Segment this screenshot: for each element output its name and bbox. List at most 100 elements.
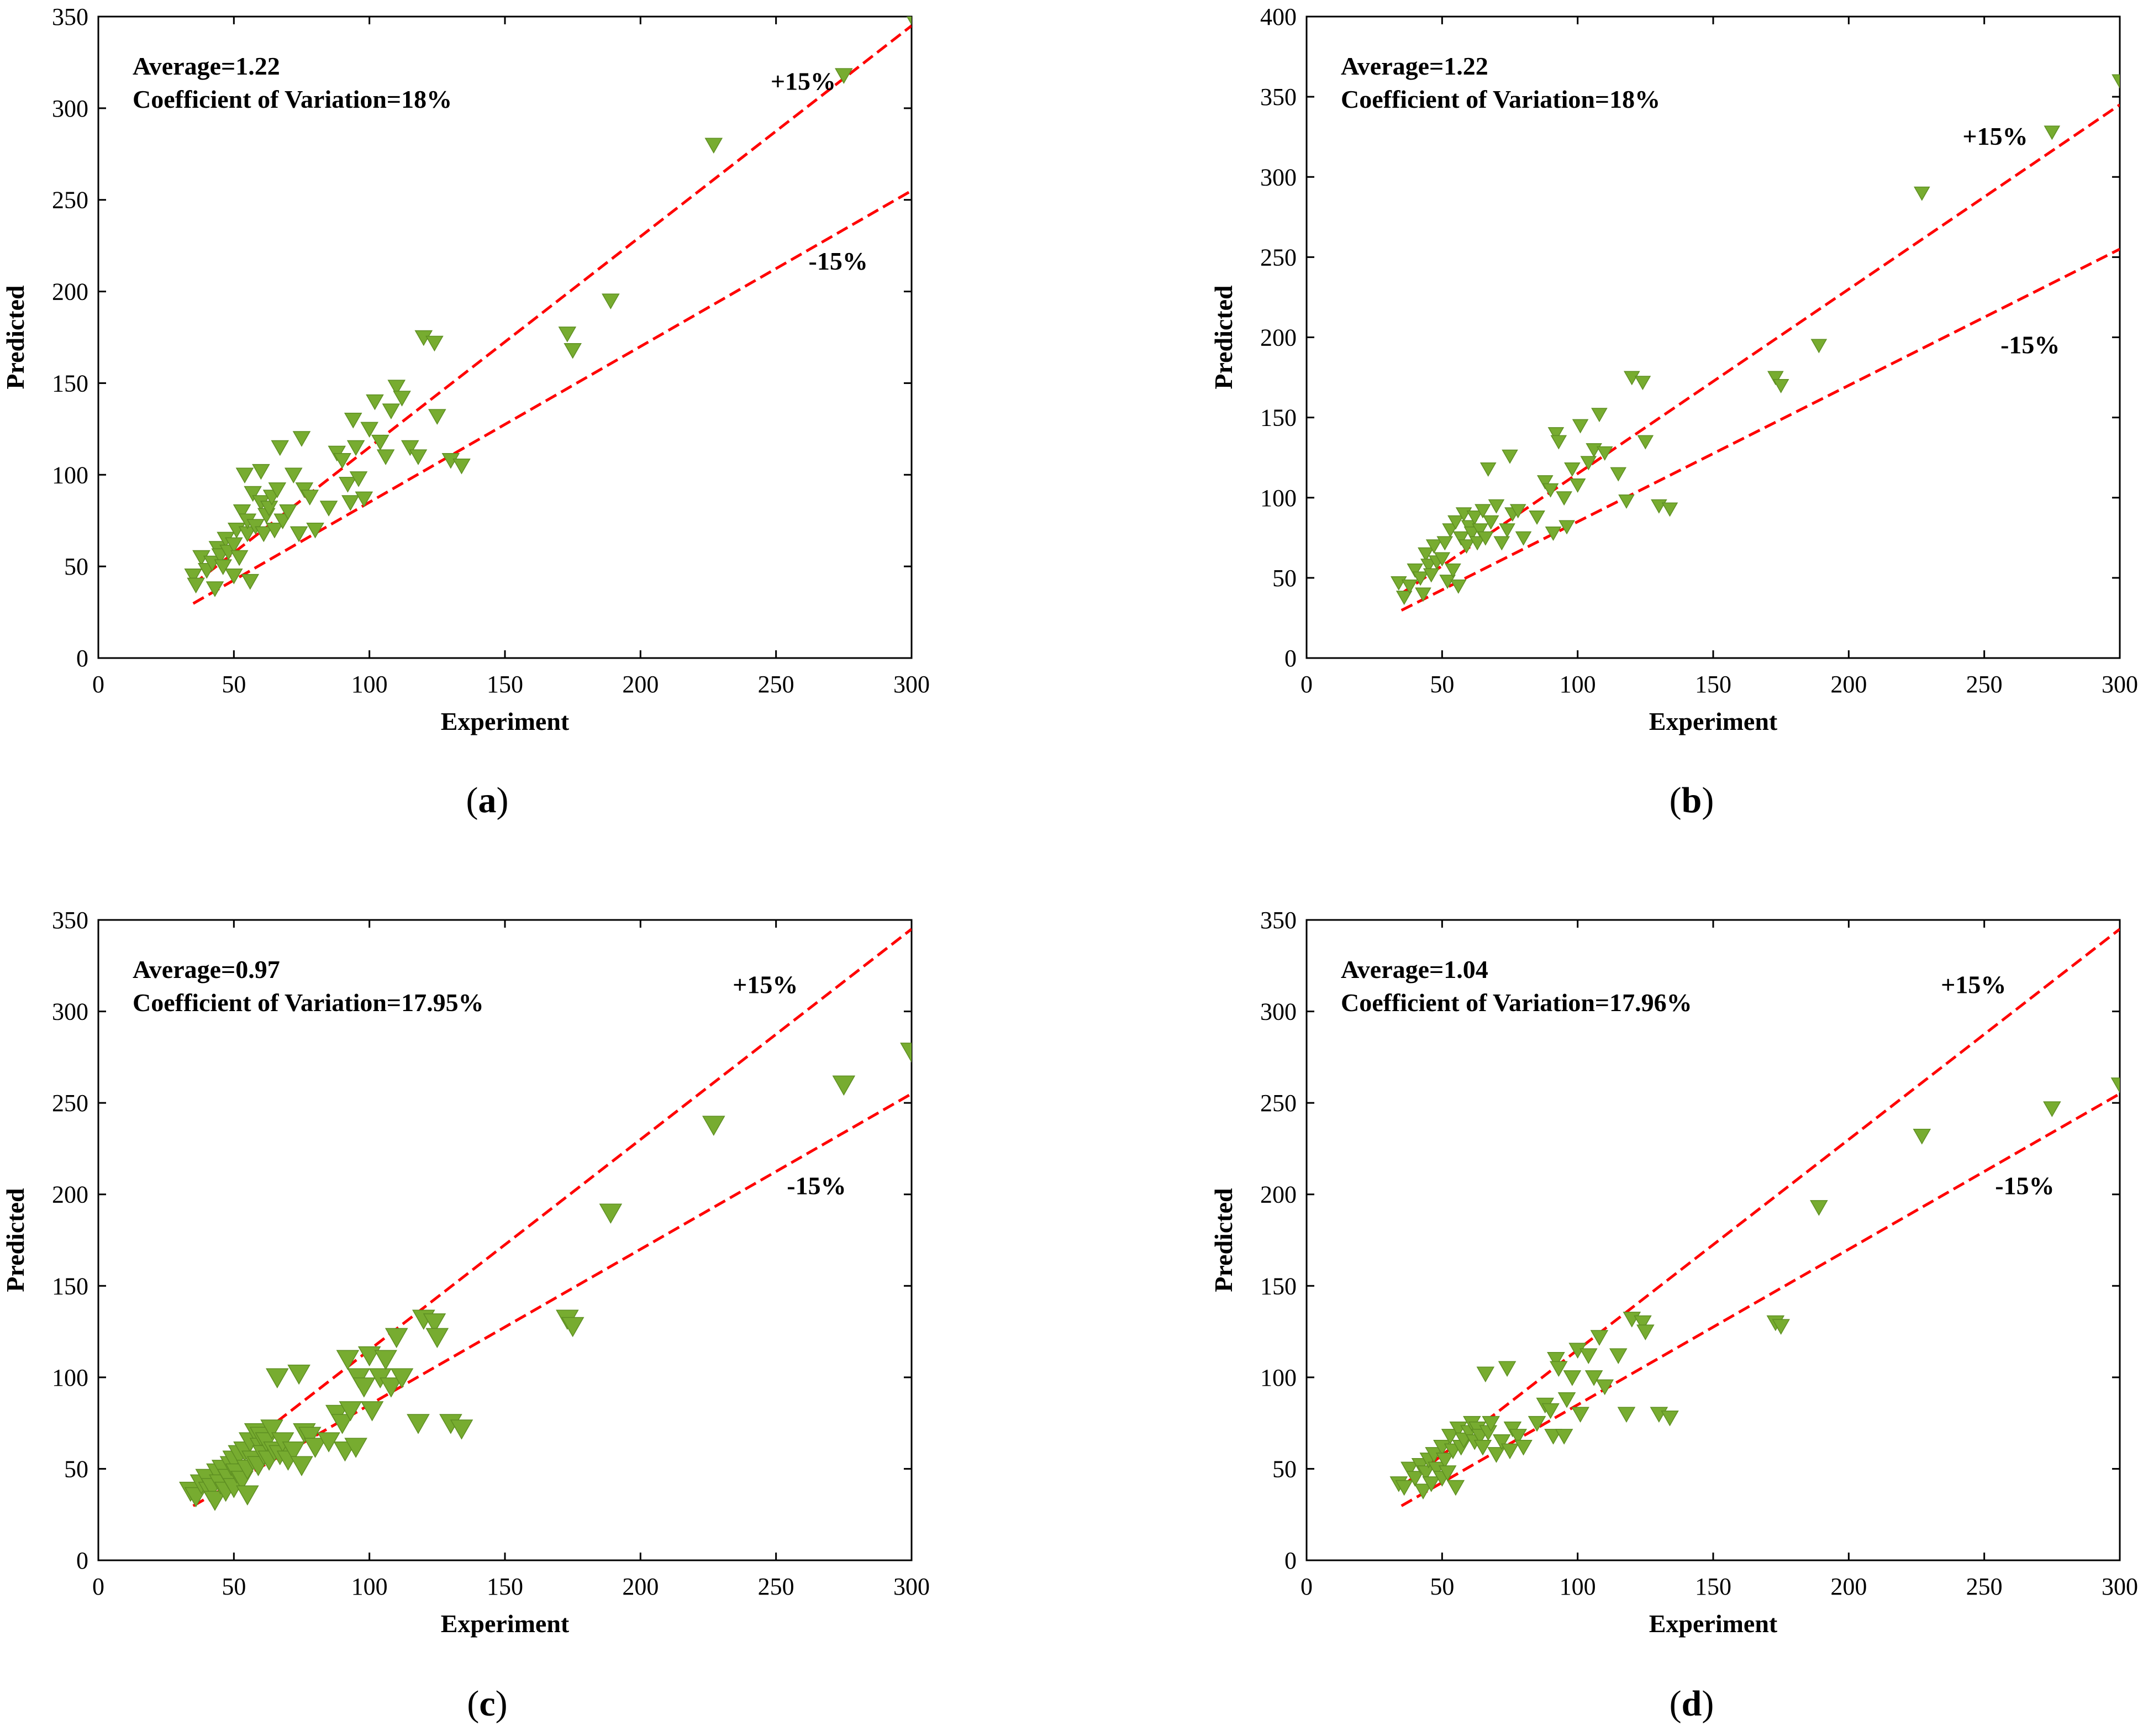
y-tick-label: 250: [52, 1090, 88, 1117]
x-tick-label: 0: [1300, 1573, 1313, 1600]
data-point: [374, 1350, 397, 1370]
data-point: [1810, 339, 1828, 354]
data-point: [1545, 527, 1562, 541]
data-point: [387, 380, 406, 396]
data-point: [1528, 1416, 1546, 1432]
y-tick-label: 300: [52, 95, 88, 122]
data-point: [1422, 1476, 1440, 1492]
data-point: [260, 1419, 283, 1440]
caption-open-paren: (: [466, 780, 478, 820]
y-axis-title: Predicted: [1, 1188, 29, 1292]
y-tick-label: 0: [1284, 1547, 1297, 1574]
data-point: [1541, 1403, 1560, 1419]
y-tick-label: 300: [52, 998, 88, 1025]
x-tick-label: 0: [92, 1573, 104, 1600]
data-point: [1596, 1379, 1614, 1396]
data-point: [423, 1313, 446, 1334]
data-point: [1499, 523, 1515, 538]
y-tick-label: 400: [1260, 3, 1297, 30]
data-point: [1550, 435, 1567, 450]
caption-open-paren: (: [1670, 1684, 1682, 1724]
data-point: [282, 1441, 306, 1462]
data-point: [1405, 1471, 1424, 1487]
data-point: [832, 1075, 856, 1096]
caption-letter: c: [479, 1684, 495, 1724]
y-tick-label: 300: [1260, 998, 1297, 1025]
x-tick-label: 50: [1430, 1573, 1454, 1600]
upper-band-label: +15%: [1941, 970, 2006, 998]
data-point: [341, 495, 360, 511]
y-tick-label: 200: [52, 1181, 88, 1208]
data-point: [1572, 419, 1589, 434]
data-point: [184, 568, 203, 585]
caption-close-paren: ): [1702, 1684, 1714, 1724]
data-point: [1558, 520, 1575, 535]
data-point: [409, 449, 428, 465]
data-point: [260, 501, 278, 517]
data-point: [1542, 483, 1559, 498]
cov-annotation: Coefficient of Variation=17.95%: [133, 988, 484, 1017]
data-point: [1425, 539, 1442, 554]
x-tick-label: 0: [1300, 671, 1313, 698]
average-annotation: Average=1.22: [133, 52, 280, 80]
data-point: [366, 394, 384, 411]
y-tick-label: 250: [52, 187, 88, 214]
data-point: [1529, 511, 1545, 525]
x-tick-label: 150: [487, 1573, 523, 1600]
data-point: [1498, 1361, 1517, 1377]
data-point: [1475, 504, 1491, 519]
x-tick-label: 150: [487, 671, 523, 698]
data-point: [1637, 435, 1654, 450]
upper-band-label: +15%: [771, 67, 836, 96]
data-point: [1584, 1370, 1603, 1386]
caption-letter: d: [1682, 1684, 1702, 1724]
data-point: [206, 581, 224, 597]
data-point: [1634, 376, 1651, 391]
data-point: [450, 1419, 473, 1440]
data-point: [564, 343, 582, 359]
data-point: [835, 68, 853, 84]
data-point: [271, 440, 289, 456]
data-point: [301, 490, 319, 506]
caption-open-paren: (: [467, 1684, 479, 1724]
x-tick-label: 200: [622, 1573, 659, 1600]
data-point: [2043, 1101, 2061, 1117]
x-tick-label: 150: [1695, 671, 1731, 698]
data-point: [1417, 1465, 1435, 1481]
data-point: [1636, 1324, 1655, 1340]
data-point: [385, 1328, 408, 1349]
data-point: [244, 486, 262, 502]
y-tick-label: 0: [1284, 645, 1297, 672]
data-point: [255, 526, 273, 543]
x-tick-label: 100: [351, 1573, 388, 1600]
caption-close-paren: ): [496, 1684, 508, 1724]
data-point: [1477, 531, 1494, 546]
y-tick-label: 50: [64, 1455, 88, 1482]
data-point: [1439, 575, 1456, 590]
y-tick-label: 250: [1260, 244, 1297, 271]
data-point: [1493, 536, 1510, 551]
data-point: [1487, 1447, 1505, 1463]
plot-area: [184, 17, 912, 605]
x-tick-label: 250: [758, 1573, 794, 1600]
panel-caption: (a): [466, 780, 509, 820]
data-point: [344, 1438, 367, 1458]
data-point: [407, 1414, 430, 1434]
data-point: [428, 409, 446, 425]
data-point: [452, 458, 471, 475]
x-tick-label: 50: [1430, 671, 1454, 698]
data-point: [230, 550, 249, 566]
x-tick-label: 100: [351, 671, 388, 698]
data-point: [1466, 511, 1483, 525]
data-point: [1500, 1443, 1519, 1460]
data-point: [349, 471, 368, 487]
panel-caption: (d): [1670, 1684, 1714, 1724]
data-point: [376, 449, 395, 465]
data-point: [1423, 568, 1440, 583]
data-point: [2112, 74, 2120, 89]
data-point: [382, 403, 401, 419]
upper-15-percent-line: [1400, 928, 2120, 1488]
average-annotation: Average=1.04: [1341, 955, 1488, 983]
data-point: [1555, 1429, 1573, 1445]
